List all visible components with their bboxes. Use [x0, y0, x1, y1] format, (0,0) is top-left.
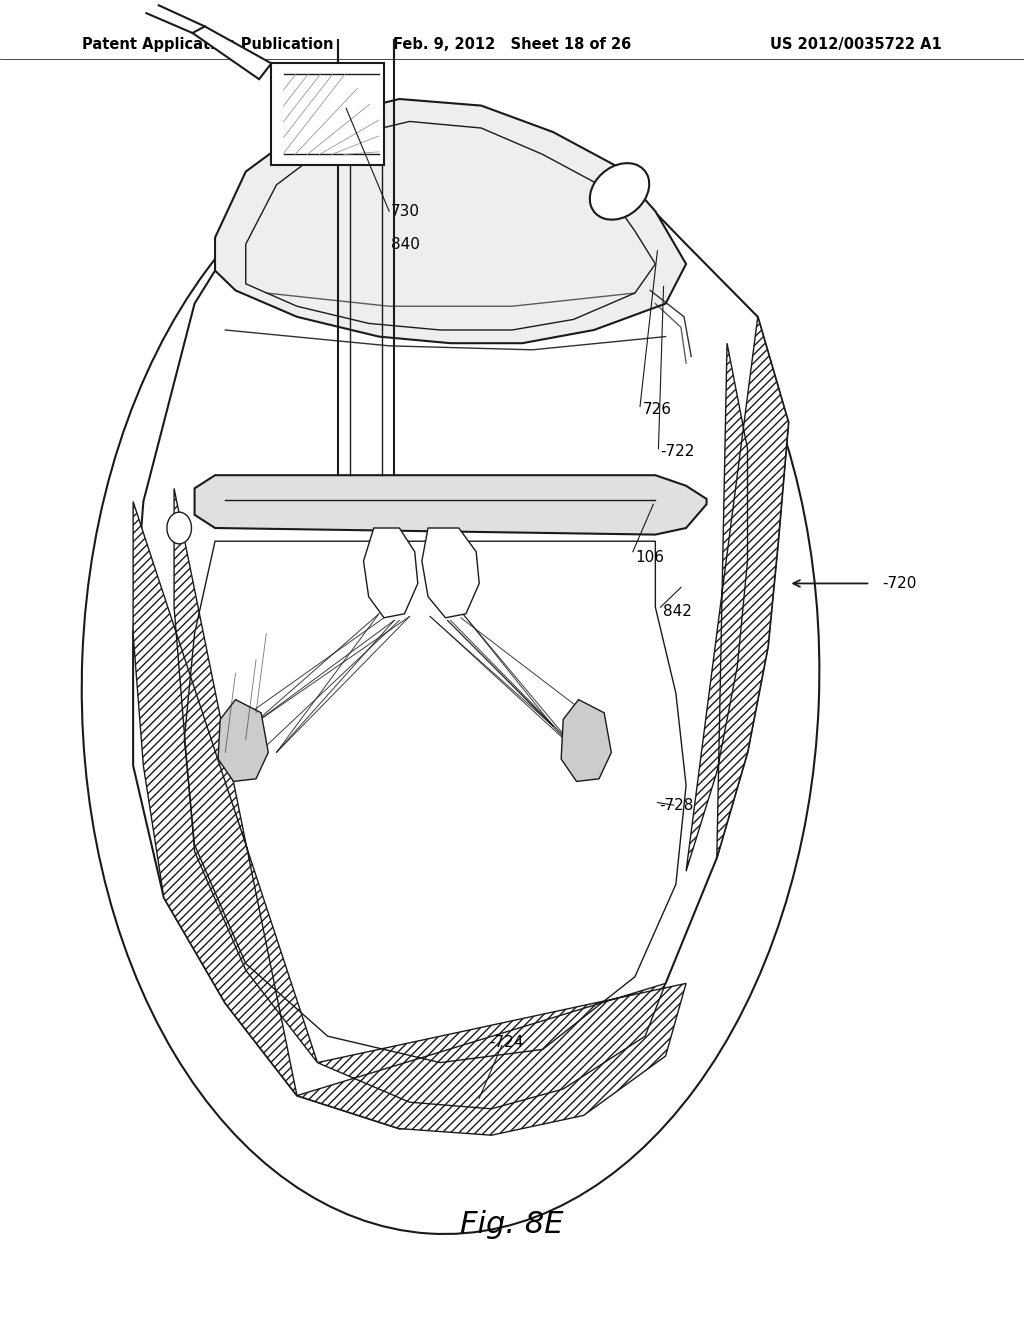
- Polygon shape: [133, 152, 788, 1129]
- Text: -722: -722: [660, 444, 695, 459]
- Polygon shape: [215, 99, 686, 343]
- Ellipse shape: [590, 164, 649, 219]
- Text: -728: -728: [659, 797, 694, 813]
- Polygon shape: [422, 528, 479, 618]
- Text: 730: 730: [391, 203, 420, 219]
- Polygon shape: [561, 700, 611, 781]
- Polygon shape: [133, 488, 317, 1096]
- Circle shape: [167, 512, 191, 544]
- Text: US 2012/0035722 A1: US 2012/0035722 A1: [770, 37, 942, 51]
- Polygon shape: [271, 63, 384, 165]
- Text: 106: 106: [635, 549, 664, 565]
- Text: Patent Application Publication: Patent Application Publication: [82, 37, 334, 51]
- Text: 726: 726: [643, 401, 672, 417]
- Polygon shape: [686, 317, 788, 871]
- Polygon shape: [193, 26, 271, 79]
- Text: Fig. 8E: Fig. 8E: [460, 1210, 564, 1239]
- Ellipse shape: [82, 125, 819, 1234]
- Polygon shape: [297, 983, 686, 1135]
- Text: 840: 840: [391, 236, 420, 252]
- Text: Feb. 9, 2012   Sheet 18 of 26: Feb. 9, 2012 Sheet 18 of 26: [393, 37, 631, 51]
- Polygon shape: [218, 700, 268, 781]
- Text: -724: -724: [489, 1035, 524, 1051]
- Polygon shape: [364, 528, 418, 618]
- Polygon shape: [195, 475, 707, 535]
- Text: 842: 842: [663, 603, 691, 619]
- Text: -720: -720: [883, 576, 918, 591]
